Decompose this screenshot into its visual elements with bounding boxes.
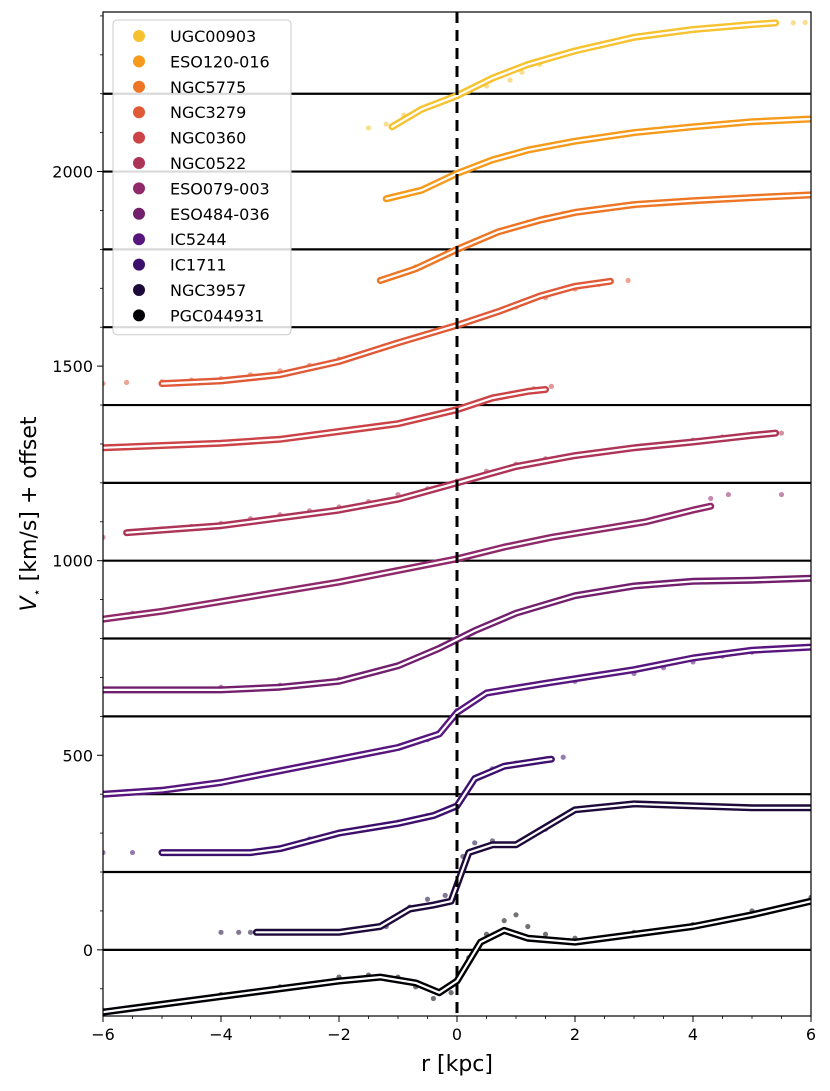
model-line-inner-NGC3279 — [160, 280, 612, 385]
legend-marker-ESO120-016 — [133, 55, 145, 68]
series-NGC0360 — [103, 383, 555, 452]
y-tick-label-2: 1000 — [52, 552, 93, 571]
legend-label-UGC00903: UGC00903 — [170, 27, 256, 46]
y-tick-label-4: 2000 — [52, 163, 93, 182]
data-point-UGC00903-7 — [507, 77, 513, 83]
legend-marker-NGC0522 — [133, 157, 145, 169]
y-axis-label-symbol: V — [17, 595, 42, 612]
data-point-UGC00903-1 — [383, 121, 389, 127]
legend-label-NGC5775: NGC5775 — [170, 78, 246, 97]
data-point-ESO079-003-12 — [708, 495, 714, 502]
data-point-NGC0522-23 — [778, 430, 785, 436]
data-point-UGC00903-18 — [790, 20, 796, 26]
model-line-inner-IC5244 — [103, 646, 811, 796]
legend-label-PGC044931: PGC044931 — [170, 306, 264, 325]
data-point-NGC3957-8 — [472, 840, 478, 846]
data-point-NGC3957-1 — [236, 929, 242, 935]
x-tick-label-5: 4 — [688, 1025, 698, 1044]
legend: UGC00903 ESO120-016 NGC5775 NGC3279 NGC0360 N… — [112, 19, 292, 336]
data-point-NGC3279-0 — [103, 381, 106, 387]
data-point-ESO079-003-13 — [725, 491, 732, 498]
x-axis-label: r [kpc] — [421, 1052, 493, 1077]
legend-marker-NGC3279 — [133, 106, 145, 119]
data-point-NGC3957-6 — [442, 892, 448, 898]
legend-label-ESO120-016: ESO120-016 — [170, 52, 270, 71]
legend-marker-IC1711 — [133, 258, 145, 271]
legend-label-IC5244: IC5244 — [170, 230, 227, 249]
legend-box — [112, 19, 292, 336]
legend-label-ESO079-003: ESO079-003 — [170, 179, 270, 198]
y-tick-label-1: 500 — [62, 746, 93, 765]
model-line-inner-IC1711 — [160, 758, 553, 854]
x-tick-label-6: 6 — [806, 1025, 816, 1044]
series-ESO484-036 — [103, 574, 811, 694]
y-axis-label-rest: [km/s] + offset — [17, 416, 42, 588]
data-point-PGC044931-13 — [513, 912, 519, 918]
legend-marker-ESO079-003 — [133, 182, 145, 195]
legend-marker-PGC044931 — [133, 309, 145, 322]
legend-label-IC1711: IC1711 — [170, 256, 227, 275]
legend-label-NGC3957: NGC3957 — [170, 281, 246, 300]
data-point-ESO079-003-14 — [778, 491, 785, 498]
series-NGC0522 — [103, 429, 785, 540]
data-point-NGC3957-0 — [218, 929, 224, 935]
data-point-PGC044931-12 — [501, 918, 507, 924]
legend-marker-UGC00903 — [133, 30, 145, 42]
legend-marker-ESO484-036 — [133, 207, 145, 220]
y-axis-label-subscript: ⋆ — [30, 588, 45, 596]
data-point-PGC044931-8 — [430, 995, 436, 1002]
data-point-UGC00903-19 — [802, 19, 808, 26]
data-point-IC1711-0 — [103, 849, 106, 856]
data-point-IC1711-1 — [129, 849, 136, 856]
series-IC5244 — [103, 643, 811, 798]
y-tick-label-0: 0 — [83, 941, 93, 960]
data-point-PGC044931-9 — [448, 990, 454, 996]
data-point-NGC3957-2 — [247, 929, 254, 935]
legend-marker-NGC0360 — [133, 131, 145, 144]
series-IC1711 — [103, 754, 566, 857]
legend-marker-NGC3957 — [133, 284, 145, 296]
data-point-NGC0522-0 — [103, 534, 106, 540]
data-point-NGC3279-18 — [625, 277, 631, 284]
series-NGC3279 — [103, 277, 631, 388]
series-NGC3957 — [218, 800, 811, 936]
model-line-inner-UGC00903 — [391, 21, 777, 128]
legend-marker-NGC5775 — [133, 80, 145, 93]
legend-label-ESO484-036: ESO484-036 — [170, 205, 270, 224]
data-point-NGC3957-5 — [424, 896, 431, 902]
data-point-PGC044931-15 — [542, 931, 549, 937]
model-line-inner-NGC3957 — [255, 802, 811, 934]
model-line-inner-ESO120-016 — [385, 117, 811, 200]
legend-label-NGC0522: NGC0522 — [170, 154, 246, 173]
series-UGC00903 — [365, 19, 808, 131]
x-tick-label-4: 2 — [570, 1025, 580, 1044]
y-axis-ticks: 0 500 1000 1500 2000 — [52, 15, 103, 990]
legend-label-NGC0360: NGC0360 — [170, 129, 246, 148]
model-line-inner-NGC0360 — [103, 388, 547, 449]
model-line-inner-NGC0522 — [125, 432, 777, 534]
data-point-IC1711-15 — [560, 754, 566, 760]
y-tick-label-3: 1500 — [52, 357, 93, 376]
x-tick-label-2: −2 — [327, 1025, 351, 1044]
series-ESO120-016 — [382, 115, 811, 203]
x-tick-label-0: −6 — [91, 1025, 115, 1044]
x-tick-label-1: −4 — [209, 1025, 233, 1044]
data-point-PGC044931-14 — [525, 923, 531, 930]
data-point-UGC00903-0 — [365, 125, 372, 131]
model-line-inner-ESO484-036 — [103, 577, 811, 691]
model-line-inner-NGC5775 — [379, 193, 811, 282]
data-point-NGC0360-9 — [548, 383, 555, 389]
y-axis-label: V⋆ [km/s] + offset — [17, 416, 45, 611]
legend-marker-IC5244 — [133, 233, 145, 246]
x-axis-ticks: −6 −4 −2 0 2 4 6 — [91, 1016, 816, 1044]
series-PGC044931 — [103, 894, 811, 1016]
data-point-NGC3279-1 — [124, 379, 130, 386]
x-tick-label-3: 0 — [452, 1025, 462, 1044]
model-line-inner-PGC044931 — [103, 900, 811, 1014]
legend-label-NGC3279: NGC3279 — [170, 103, 246, 122]
